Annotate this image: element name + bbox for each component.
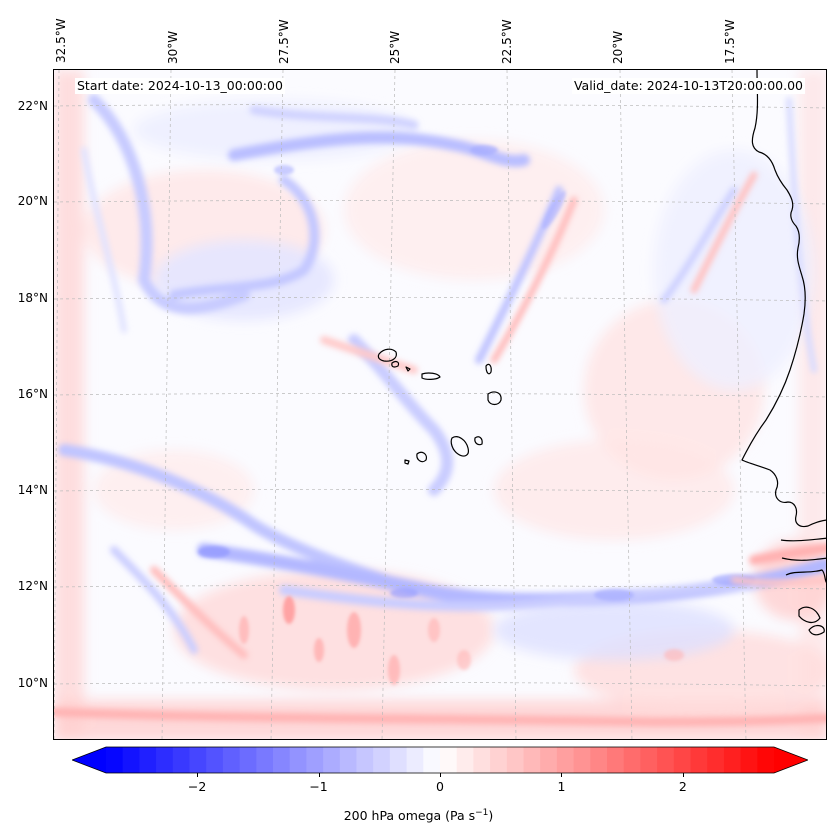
colorbar-level <box>740 747 758 773</box>
colorbar-level <box>339 747 357 773</box>
lon-label: 25°W <box>388 30 402 64</box>
colorbar-tickmark <box>197 773 199 777</box>
colorbar-level <box>106 747 124 773</box>
lon-label: 32.5°W <box>54 18 68 63</box>
colorbar-tickmark <box>318 773 320 777</box>
positive-omega-broad-areas <box>54 70 826 739</box>
colorbar-label-exponent: −1 <box>475 808 489 818</box>
lon-label: 30°W <box>166 30 180 64</box>
sao-nicolau-island <box>421 372 441 380</box>
colorbar-level <box>506 747 524 773</box>
colorbar-level <box>607 747 625 773</box>
colorbar-tick-label: −2 <box>187 779 207 794</box>
colorbar-tick-label: 0 <box>436 779 444 794</box>
bijagos-island <box>808 624 825 636</box>
colorbar-level <box>389 747 408 773</box>
lat-label: 20°N <box>17 194 48 208</box>
colorbar-level <box>690 747 708 773</box>
colorbar-level <box>222 747 241 773</box>
colorbar-level <box>757 747 775 773</box>
sao-vicente-island <box>391 360 400 368</box>
colorbar-level <box>206 747 224 773</box>
lat-label: 22°N <box>17 99 48 113</box>
colorbar-level <box>657 747 675 773</box>
colorbar-level <box>523 747 541 773</box>
coastline <box>377 70 826 636</box>
coastline-guinea-bissau <box>785 569 826 583</box>
colorbar-level <box>139 747 157 773</box>
colorbar-label-prefix: 200 hPa omega (Pa s <box>343 808 476 824</box>
colorbar-label: 200 hPa omega (Pa s−1) <box>0 808 837 823</box>
colorbar-tick-label: 1 <box>557 779 566 794</box>
colorbar-level <box>373 747 391 773</box>
omega-field-map <box>54 70 826 739</box>
colorbar-level <box>456 747 474 773</box>
lon-label: 17.5°W <box>723 19 737 64</box>
colorbar-tickmark <box>440 773 441 777</box>
colorbar: −2 −1 0 1 2 <box>70 746 810 794</box>
lon-label: 20°W <box>611 30 625 64</box>
santa-luzia-island <box>405 366 411 372</box>
lat-label: 14°N <box>17 483 48 497</box>
colorbar-tickmark <box>682 773 684 777</box>
colorbar-level <box>723 747 742 773</box>
colorbar-level <box>122 747 140 773</box>
lat-label: 10°N <box>17 676 48 690</box>
colorbar-level <box>440 747 458 773</box>
boa-vista-island <box>487 391 502 406</box>
colorbar-level <box>323 747 341 773</box>
colorbar-level <box>423 747 441 773</box>
valid-date-label: Valid_date: 2024-10-13T20:00:00.00 <box>571 78 805 94</box>
colorbar-gradient <box>70 746 810 774</box>
colorbar-tick-label: −1 <box>309 779 328 794</box>
colorbar-level <box>573 747 591 773</box>
colorbar-level <box>306 747 324 773</box>
colorbar-level <box>189 747 207 773</box>
colorbar-tick-label: 2 <box>678 779 687 794</box>
colorbar-level <box>406 747 424 773</box>
colorbar-level <box>273 747 291 773</box>
colorbar-level <box>156 747 174 773</box>
brava-island <box>404 459 410 465</box>
strong-negative-omega-cells <box>198 145 756 601</box>
positive-omega-bands <box>54 171 826 727</box>
colorbar-level <box>256 747 274 773</box>
coastline-gambia <box>780 537 826 542</box>
colorbar-level <box>707 747 725 773</box>
coastline-mainland <box>741 70 826 528</box>
fogo-island <box>416 451 427 463</box>
santo-antao-island <box>377 348 397 362</box>
colorbar-level <box>289 747 307 773</box>
bijagos-island <box>798 606 821 624</box>
lat-label: 12°N <box>17 579 48 593</box>
colorbar-label-suffix: ) <box>488 808 494 824</box>
colorbar-level <box>239 747 257 773</box>
colorbar-level <box>640 747 658 773</box>
strong-positive-omega-cells <box>239 596 684 685</box>
santiago-island <box>450 436 469 457</box>
colorbar-level <box>540 747 558 773</box>
colorbar-extend-max <box>774 747 808 773</box>
colorbar-extend-min <box>72 747 106 773</box>
lon-label: 22.5°W <box>500 19 514 64</box>
colorbar-level <box>673 747 691 773</box>
sal-island <box>485 363 492 375</box>
colorbar-tickmark <box>561 773 563 777</box>
lat-label: 18°N <box>17 291 48 305</box>
graticule <box>54 70 826 739</box>
maio-island <box>474 436 483 446</box>
colorbar-level <box>623 747 641 773</box>
colorbar-level <box>590 747 608 773</box>
colorbar-level <box>356 747 374 773</box>
coastline-senegal-south <box>781 557 826 561</box>
map-panel: Start date: 2024-10-13_00:00:00 Valid_da… <box>53 69 827 740</box>
lon-label: 27.5°W <box>277 19 291 64</box>
start-date-label: Start date: 2024-10-13_00:00:00 <box>75 78 285 94</box>
lat-label: 16°N <box>17 387 48 401</box>
colorbar-level <box>490 747 508 773</box>
colorbar-level <box>172 747 190 773</box>
colorbar-level <box>473 747 491 773</box>
colorbar-level <box>556 747 575 773</box>
